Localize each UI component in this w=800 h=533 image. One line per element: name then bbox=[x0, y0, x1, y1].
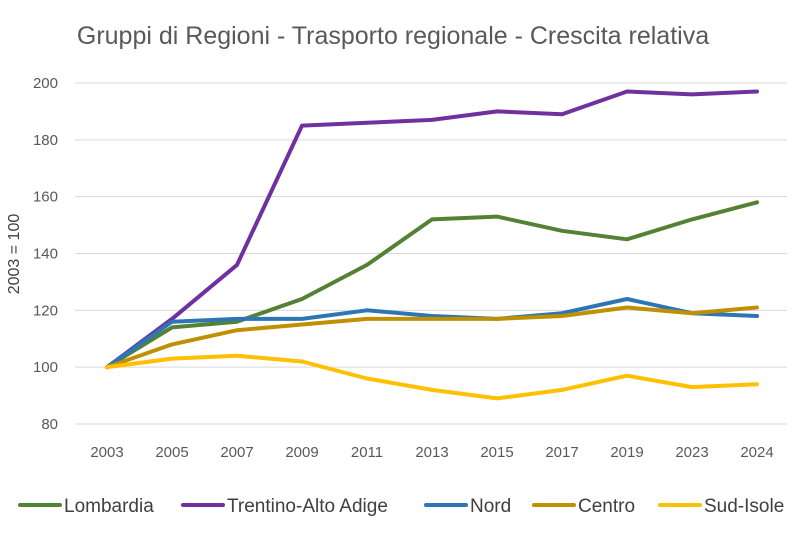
x-tick-label: 2024 bbox=[740, 444, 773, 461]
x-tick-label: 2005 bbox=[155, 444, 188, 461]
series-lines bbox=[105, 89, 759, 401]
x-tick-label: 2017 bbox=[545, 444, 578, 461]
x-tick-label: 2019 bbox=[610, 444, 643, 461]
x-tick-label: 2009 bbox=[285, 444, 318, 461]
series-line-centro bbox=[105, 305, 759, 370]
legend-label-nord: Nord bbox=[470, 496, 511, 517]
series-line-lombardia bbox=[105, 200, 759, 370]
y-tick-label: 140 bbox=[33, 246, 58, 263]
legend-label-centro: Centro bbox=[578, 496, 635, 517]
legend-label-lombardia: Lombardia bbox=[64, 496, 154, 517]
x-tick-label: 2011 bbox=[351, 444, 383, 461]
y-tick-label: 80 bbox=[41, 416, 58, 433]
legend-label-trentino-alto-adige: Trentino-Alto Adige bbox=[227, 496, 388, 517]
y-axis-label: 2003 = 100 bbox=[6, 214, 23, 295]
y-tick-label: 120 bbox=[33, 302, 58, 319]
y-axis-ticks: 80 100 120 140 160 180 200 bbox=[33, 75, 58, 433]
chart-title: Gruppi di Regioni - Trasporto regionale … bbox=[77, 22, 709, 50]
x-axis-ticks: 2003 2005 2007 2009 2011 2013 2015 2017 2019 2023… bbox=[90, 444, 773, 461]
series-line-trentino-alto-adige bbox=[105, 89, 759, 370]
y-tick-label: 180 bbox=[33, 132, 58, 149]
y-tick-label: 200 bbox=[33, 75, 58, 92]
gridlines bbox=[75, 82, 787, 425]
y-tick-label: 160 bbox=[33, 189, 58, 206]
legend: Lombardia Trentino-Alto Adige Nord Centro Su… bbox=[18, 496, 784, 517]
y-tick-label: 100 bbox=[33, 359, 58, 376]
series-line-sud-isole bbox=[105, 353, 759, 401]
x-tick-label: 2003 bbox=[90, 444, 123, 461]
x-tick-label: 2013 bbox=[415, 444, 448, 461]
legend-label-sud-isole: Sud-Isole bbox=[704, 496, 784, 517]
x-tick-label: 2007 bbox=[220, 444, 253, 461]
series-line-nord bbox=[105, 297, 759, 370]
x-tick-label: 2015 bbox=[480, 444, 513, 461]
x-tick-label: 2023 bbox=[675, 444, 708, 461]
